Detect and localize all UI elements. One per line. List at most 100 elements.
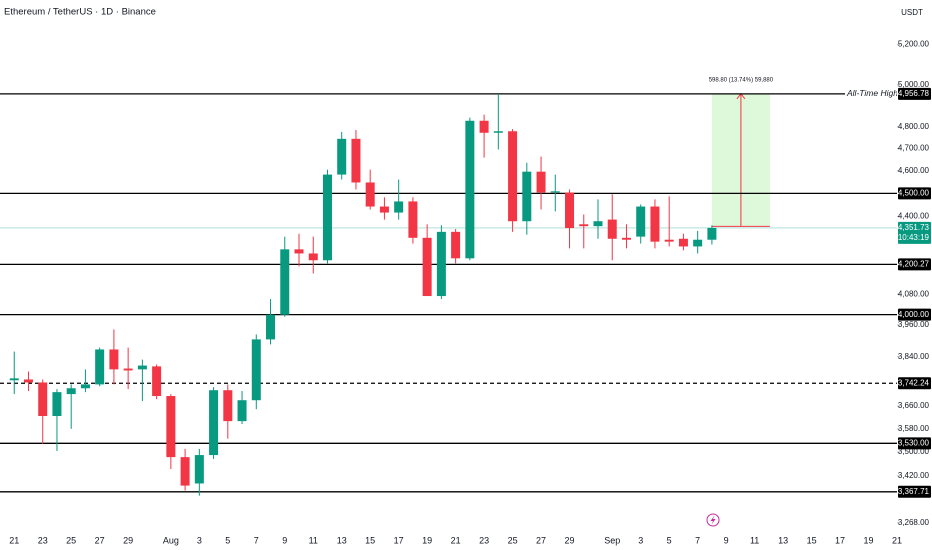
x-tick-label: 27 (95, 535, 105, 545)
candle-body (137, 365, 147, 370)
x-tick-label: Aug (163, 535, 179, 545)
y-tick-label: 3,268.00 (898, 518, 930, 527)
candle-body (664, 239, 674, 242)
x-tick-label: 21 (451, 535, 461, 545)
y-tick-label: 3,500.00 (898, 447, 930, 456)
candle-body (152, 366, 162, 397)
x-tick-label: Sep (604, 535, 620, 545)
candle-body (579, 224, 589, 227)
y-tick-label: 3,660.00 (898, 401, 930, 410)
candle-body (80, 384, 90, 389)
candle-body (308, 253, 318, 261)
x-tick-label: 3 (197, 535, 202, 545)
candle-body (52, 392, 62, 416)
candle-body (9, 378, 19, 381)
candle-body (550, 191, 560, 193)
level-label-box (898, 437, 931, 450)
candle-body (465, 120, 475, 259)
chart-title: Ethereum / TetherUS · 1D · Binance (4, 7, 156, 18)
y-tick-label: 4,700.00 (898, 144, 930, 153)
x-tick-label: 3 (638, 535, 643, 545)
currency-label: USDT (901, 8, 923, 17)
x-tick-label: 5 (667, 535, 672, 545)
price-axis: 5,200.00 5,000.00 4,800.00 4,700.00 4,600.00… (897, 40, 931, 527)
x-tick-label: 25 (66, 535, 76, 545)
alert-icon[interactable] (706, 513, 720, 527)
candle-body (251, 339, 261, 401)
x-tick-label: 7 (695, 535, 700, 545)
y-tick-label: 3,420.00 (898, 471, 930, 480)
x-tick-label: 23 (479, 535, 489, 545)
candle-body (180, 457, 190, 486)
y-tick-label: 4,080.00 (898, 289, 930, 298)
level-annotation: All-Time High (846, 88, 898, 98)
level-label-box (898, 258, 931, 271)
candle-body (166, 396, 176, 458)
candle-body (565, 192, 575, 229)
x-tick-label: 9 (724, 535, 729, 545)
candle-body (109, 349, 119, 370)
candle-body (593, 221, 603, 227)
candle-body (607, 219, 617, 239)
x-tick-label: 11 (750, 535, 759, 545)
candle-body (422, 237, 432, 297)
x-tick-label: 17 (394, 535, 404, 545)
x-tick-label: 21 (9, 535, 19, 545)
candle-body (237, 400, 247, 422)
candle-body (394, 201, 404, 213)
candle-body (707, 227, 717, 240)
level-label-box (898, 87, 931, 100)
x-tick-label: 19 (422, 535, 432, 545)
level-label: 4,500.00 (898, 189, 930, 198)
y-tick-label: 4,400.00 (898, 212, 930, 221)
candle-body (493, 131, 503, 133)
level-label: 4,956.78 (898, 89, 930, 98)
candle-body (123, 368, 133, 371)
y-tick-label: 4,600.00 (898, 166, 930, 175)
y-tick-label: 3,580.00 (898, 424, 930, 433)
y-tick-label: 5,200.00 (898, 40, 930, 49)
x-tick-label: 29 (123, 535, 133, 545)
level-label-box (898, 308, 931, 321)
level-label: 4,000.00 (898, 310, 930, 319)
candle-body (408, 201, 418, 238)
candle-body (66, 388, 76, 395)
y-tick-label: 5,000.00 (898, 80, 930, 89)
x-tick-label: 13 (337, 535, 347, 545)
x-tick-label: 17 (835, 535, 845, 545)
candle-body (322, 174, 332, 261)
candle-body (280, 249, 290, 315)
candle-body (294, 249, 304, 254)
candle-body (522, 171, 532, 222)
x-tick-label: 29 (565, 535, 575, 545)
x-tick-label: 15 (365, 535, 375, 545)
x-tick-label: 9 (282, 535, 287, 545)
candle-body (636, 206, 646, 237)
x-tick-label: 19 (864, 535, 874, 545)
x-tick-label: 5 (225, 535, 230, 545)
y-tick-label: 4,800.00 (898, 122, 930, 131)
x-tick-label: 25 (508, 535, 518, 545)
last-price-label: 4,351.73 (898, 223, 930, 232)
level-label: 4,200.27 (898, 259, 930, 268)
x-tick-label: 23 (38, 535, 48, 545)
y-tick-label: 3,960.00 (898, 320, 930, 329)
level-label: 3,530.00 (898, 438, 930, 447)
x-tick-label: 7 (254, 535, 259, 545)
measure-label: 598.80 (13.74%) 59,880 (709, 77, 774, 83)
candle-body (379, 206, 389, 213)
candle-body (479, 120, 489, 133)
candle-body (223, 390, 233, 422)
candle-body (693, 239, 703, 247)
level-label-box (898, 377, 931, 390)
level-label: 3,367.71 (898, 487, 930, 496)
level-annotation-bg (845, 87, 897, 100)
candle-body (536, 171, 546, 193)
candle-body (650, 206, 660, 242)
y-tick-label: 3,840.00 (898, 352, 930, 361)
candle-body (436, 231, 446, 297)
x-tick-label: 21 (892, 535, 902, 545)
x-tick-label: 11 (309, 535, 318, 545)
